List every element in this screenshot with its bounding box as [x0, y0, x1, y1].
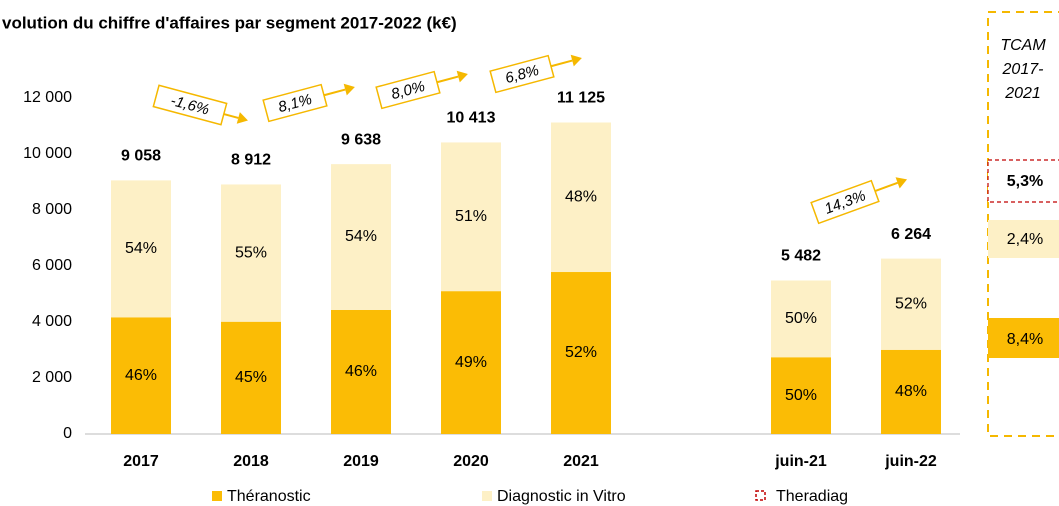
segment-label: 54% [345, 228, 377, 245]
y-tick-label: 2 000 [32, 369, 72, 386]
y-tick-label: 10 000 [23, 145, 72, 162]
y-tick-label: 0 [63, 425, 72, 442]
tcam-total-box [987, 159, 1059, 203]
segment-label: 52% [565, 344, 597, 361]
bar-segment [551, 122, 611, 273]
total-label: 9 638 [341, 131, 381, 148]
y-tick-label: 12 000 [23, 89, 72, 106]
x-tick-label: 2021 [563, 453, 599, 470]
total-label: 11 125 [557, 90, 605, 107]
total-label: 8 912 [231, 152, 271, 169]
legend-swatch [212, 491, 222, 501]
tcam-th: 8,4% [1007, 331, 1043, 348]
segment-label: 52% [895, 295, 927, 312]
bar-segment [441, 142, 501, 292]
x-tick-label: 2017 [123, 453, 159, 470]
bar-segment [771, 280, 831, 358]
bar-segment [551, 272, 611, 434]
legend-label: Théranostic [227, 488, 311, 505]
tcam-th-box [988, 318, 1059, 358]
segment-label: 54% [125, 240, 157, 257]
x-tick-label: 2018 [233, 453, 269, 470]
tcam-title: 2017- [1002, 61, 1044, 78]
total-label: 5 482 [781, 248, 821, 265]
bar-segment [111, 317, 171, 434]
bar-segment [881, 349, 941, 434]
segment-label: 46% [125, 367, 157, 384]
tcam-total: 5,3% [1007, 173, 1043, 190]
y-tick-label: 8 000 [32, 201, 72, 218]
growth-annotation: -1,6% 8,1% 8,0% 6,8% 14,3% [152, 54, 908, 225]
bar-segment [111, 180, 171, 318]
segment-label: 48% [895, 383, 927, 400]
bar-segment [331, 309, 391, 434]
x-tick-label: 2020 [453, 453, 489, 470]
bar-segment [221, 184, 281, 322]
tcam-dv-box [988, 220, 1059, 258]
tcam-title: 2021 [1004, 85, 1041, 102]
segment-label: 48% [565, 188, 597, 205]
bar-segment [441, 291, 501, 434]
x-tick-label: juin-21 [774, 453, 827, 470]
chart-title: volution du chiffre d'affaires par segme… [2, 13, 457, 32]
bar-segment [221, 321, 281, 434]
y-tick-label: 4 000 [32, 313, 72, 330]
bar-segment [881, 258, 941, 350]
total-label: 10 413 [447, 110, 496, 127]
x-tick-label: 2019 [343, 453, 379, 470]
segment-label: 51% [455, 208, 487, 225]
segment-label: 49% [455, 354, 487, 371]
total-label: 6 264 [891, 226, 931, 243]
tcam-dv: 2,4% [1007, 231, 1043, 248]
segment-label: 46% [345, 363, 377, 380]
legend-swatch [482, 491, 492, 501]
legend-swatch [755, 490, 766, 501]
segment-label: 50% [785, 310, 817, 327]
y-tick-label: 6 000 [32, 257, 72, 274]
bar-segment [771, 357, 831, 434]
legend-label: Theradiag [776, 488, 848, 505]
x-tick-label: juin-22 [884, 453, 937, 470]
segment-label: 55% [235, 244, 267, 261]
bar-segment [331, 164, 391, 310]
tcam-title: TCAM [1000, 37, 1046, 54]
total-label: 9 058 [121, 148, 161, 165]
segment-label: 50% [785, 387, 817, 404]
segment-label: 45% [235, 369, 267, 386]
legend-label: Diagnostic in Vitro [497, 488, 626, 505]
